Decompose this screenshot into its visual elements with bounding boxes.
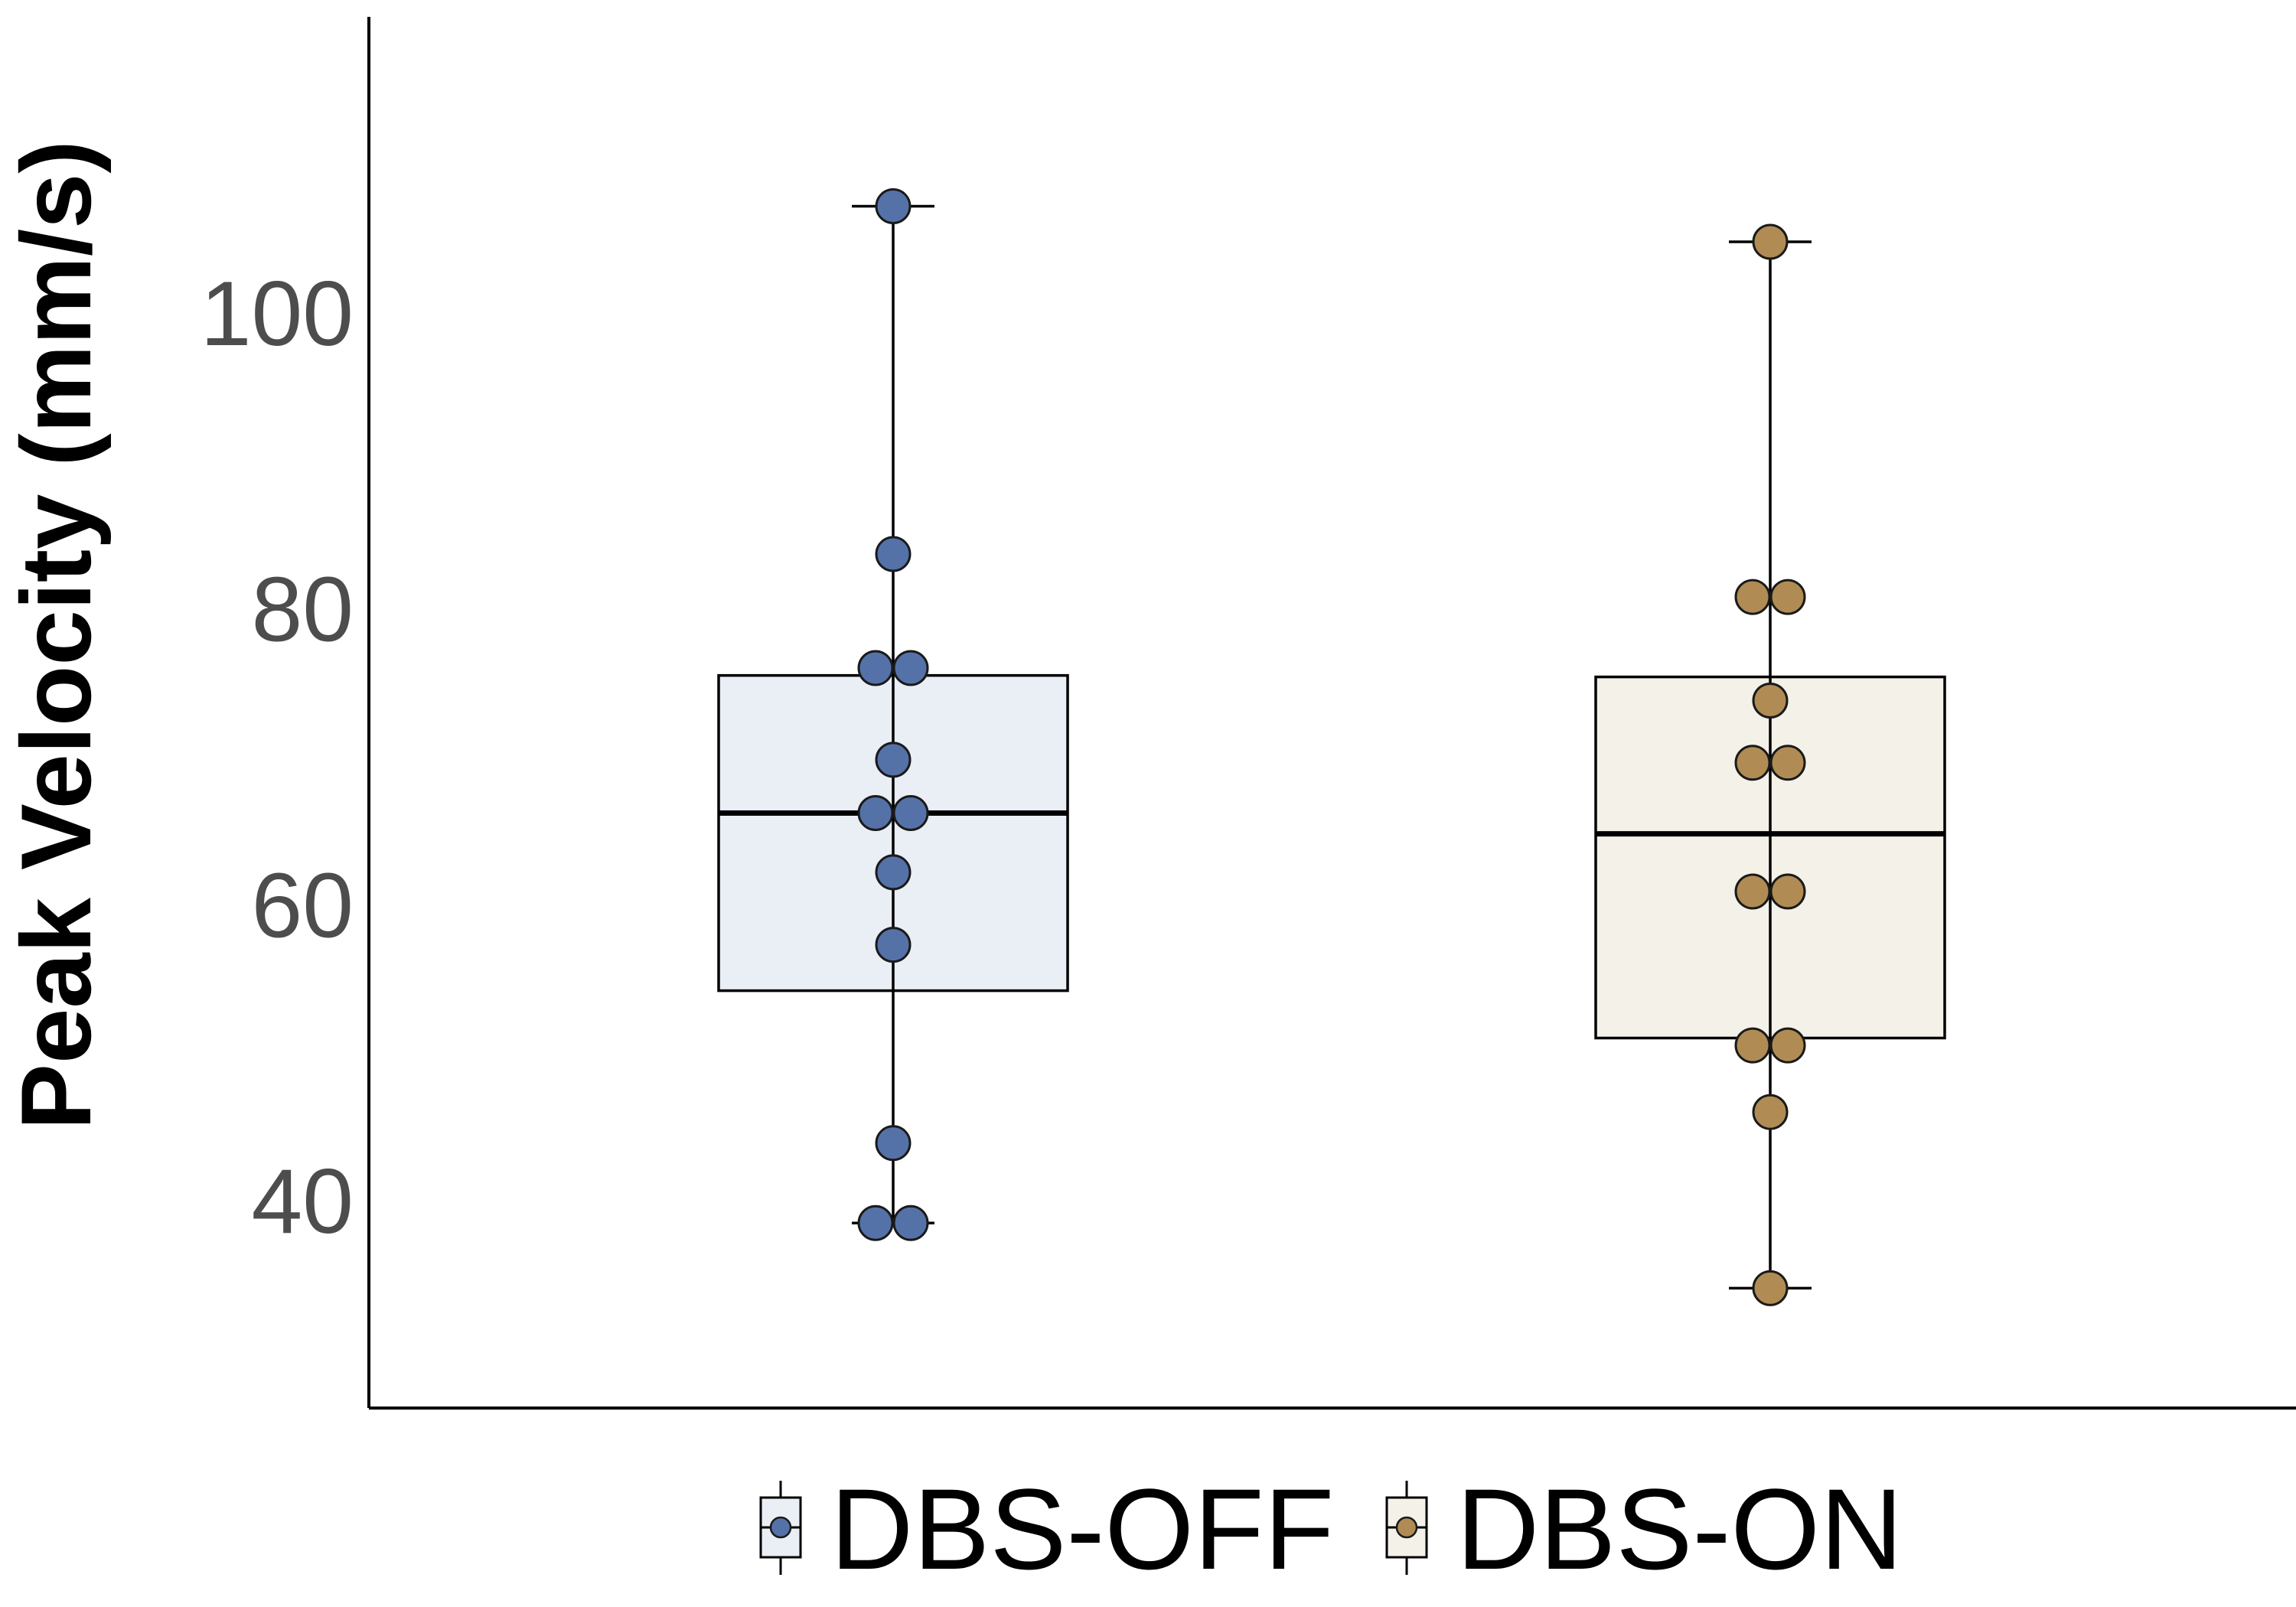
y-tick-label: 60 (252, 854, 354, 957)
y-tick-label: 100 (201, 262, 354, 365)
legend-label: DBS-OFF (830, 1465, 1334, 1593)
legend: DBS-OFF DBS-ON (759, 1465, 1903, 1593)
data-point (857, 1204, 894, 1241)
box-group-dbs-off (717, 188, 1069, 1241)
y-tick-label: 80 (252, 559, 354, 661)
legend-item-dbs-on: DBS-ON (1385, 1465, 1903, 1593)
y-tick-label: 40 (252, 1150, 354, 1253)
legend-key-point (769, 1516, 792, 1539)
data-point (857, 650, 894, 686)
data-point (875, 742, 912, 778)
legend-item-dbs-off: DBS-OFF (759, 1465, 1334, 1593)
box-group-dbs-on (1594, 223, 1946, 1306)
data-point (875, 188, 912, 225)
legend-label: DBS-ON (1456, 1465, 1903, 1593)
data-point (875, 1125, 912, 1162)
data-point (875, 536, 912, 572)
data-point (1734, 579, 1771, 615)
y-axis-label: Peak Velocity (mm/s) (0, 140, 112, 1129)
data-point (1752, 223, 1789, 260)
data-point (1734, 745, 1771, 781)
data-point (1769, 579, 1806, 615)
data-point (1752, 1094, 1789, 1130)
box-series (717, 188, 1946, 1306)
data-point (1734, 873, 1771, 910)
data-point (1769, 1027, 1806, 1064)
data-point (875, 927, 912, 963)
data-point (1769, 745, 1806, 781)
data-point (892, 650, 929, 686)
data-point (892, 795, 929, 832)
data-point (1769, 873, 1806, 910)
data-point (875, 854, 912, 891)
data-point (1734, 1027, 1771, 1064)
legend-key-point (1395, 1516, 1418, 1539)
data-point (1752, 1270, 1789, 1306)
data-point (1752, 683, 1789, 719)
data-point (857, 795, 894, 832)
data-point (892, 1204, 929, 1241)
y-tick-labels: 40 60 80 100 (201, 262, 354, 1253)
